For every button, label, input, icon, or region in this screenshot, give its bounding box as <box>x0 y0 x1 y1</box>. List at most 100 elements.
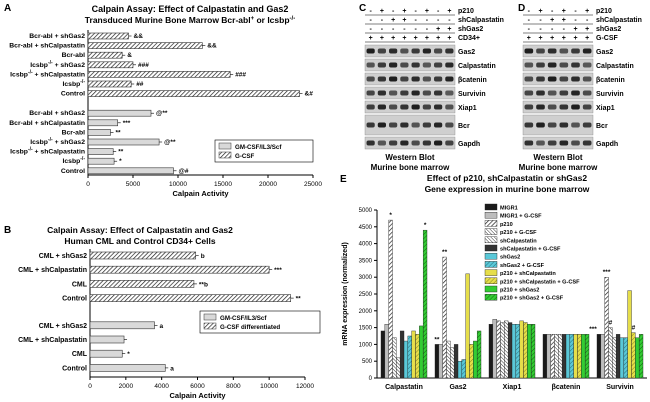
bar <box>496 320 501 379</box>
chart-b-subtitle: Human CML and Control CD34+ Cells <box>64 236 215 246</box>
band-label: βcatenin <box>596 77 625 84</box>
band-label: Gapdh <box>596 141 618 148</box>
category-label: Control <box>62 296 87 303</box>
band-label: Xiap1 <box>458 105 477 112</box>
header-label: p210 <box>458 8 474 15</box>
western-blot-c: C - + - + - + - + p210- - + + - - - - shCalpastatin- - - - -… <box>359 3 504 170</box>
blot-band <box>377 76 386 82</box>
category-label: CML + shCalpastatin <box>18 267 87 274</box>
bar <box>511 324 517 379</box>
header-label: shGas2 <box>596 26 621 33</box>
legend-swatch <box>484 277 498 285</box>
legend-label: shGas2 <box>500 255 520 261</box>
bar <box>89 265 270 274</box>
sign: - <box>437 8 440 15</box>
bar <box>87 32 129 40</box>
sign: + <box>402 17 406 24</box>
blot-band <box>377 62 386 68</box>
bar <box>89 294 291 302</box>
blot-band <box>411 90 420 96</box>
blot-band <box>389 122 398 128</box>
blot-band <box>547 48 557 54</box>
bar <box>89 280 195 288</box>
bar <box>542 334 548 379</box>
legend-swatch <box>484 228 498 235</box>
legend-swatch <box>484 236 498 244</box>
chart-b-title: Calpain Assay: Effect of Calpastatin and… <box>47 225 233 235</box>
header-label: G-CSF <box>596 35 619 42</box>
sign: + <box>402 35 406 42</box>
blot-band <box>536 122 545 128</box>
category-label: Bcr-abl <box>62 129 86 136</box>
sign: + <box>391 35 395 42</box>
blot-band <box>445 122 454 128</box>
blot-strip <box>364 58 456 72</box>
bar <box>403 340 409 379</box>
blot-band <box>547 122 557 128</box>
legend-label: G-CSF differentiated <box>220 324 280 331</box>
sign: - <box>563 26 566 33</box>
blot-band <box>377 90 386 96</box>
blot-band <box>411 62 420 68</box>
sign: - <box>574 17 577 24</box>
bar <box>473 340 478 379</box>
sig-label: @** <box>164 139 176 146</box>
bar <box>419 325 424 379</box>
bar <box>619 337 625 379</box>
legend-swatch <box>484 220 498 227</box>
sign: - <box>426 17 429 24</box>
blot-band <box>536 90 545 96</box>
blot-band <box>445 90 454 96</box>
x-axis-label: Calpain Activity <box>170 391 227 400</box>
legend-label: MIGR1 + G-CSF <box>500 214 542 220</box>
bar <box>87 167 174 175</box>
bar <box>399 330 405 379</box>
blot-band <box>422 140 431 146</box>
sign: + <box>447 8 451 15</box>
blot-band <box>445 76 454 82</box>
chart-a: A Calpain Assay: Effect of Calpastatin a… <box>4 3 322 198</box>
sig-label: ### <box>138 62 149 69</box>
chart-e-title: Effect of p210, shCalpastatin or shGas2 <box>427 173 587 183</box>
blot-band <box>524 122 534 128</box>
category-label: CML <box>72 281 88 288</box>
sign: - <box>414 8 417 15</box>
legend-swatch <box>484 269 498 276</box>
legend-swatch <box>484 244 498 252</box>
sig-label: && <box>207 43 217 50</box>
bar <box>457 360 463 379</box>
category-label: Icsbp-/- <box>63 79 86 88</box>
y-tick-label: 2500 <box>359 292 373 298</box>
bar <box>89 321 155 330</box>
sign: + <box>436 26 440 33</box>
blot-caption: Western Blot <box>385 153 435 162</box>
sign: - <box>369 8 372 15</box>
panel-letter-a: A <box>4 3 11 14</box>
blot-band <box>571 122 580 128</box>
sign: - <box>414 17 417 24</box>
bar <box>89 251 197 260</box>
sign: - <box>369 26 372 33</box>
blot-band <box>582 122 592 128</box>
legend-swatch <box>218 142 232 150</box>
x-tick-label: Survivin <box>606 384 634 391</box>
sign: - <box>586 17 589 24</box>
blot-band <box>547 90 557 96</box>
x-tick-label: 5000 <box>126 181 141 188</box>
bar <box>623 337 628 379</box>
legend-label: shCalpastatin <box>500 238 537 244</box>
bar <box>635 337 640 379</box>
sig-label: * <box>119 158 122 165</box>
chart-b-plot: 0 2000 4000 6000 8000 10000 12000 Calpain Activ… <box>18 249 321 400</box>
blot-band <box>366 76 375 82</box>
bar <box>380 330 386 379</box>
sign: - <box>369 17 372 24</box>
x-tick-label: 10000 <box>260 383 278 390</box>
blot-band <box>434 122 443 128</box>
bar <box>89 349 123 358</box>
blot-band <box>559 104 569 110</box>
legend-label: p210 <box>500 222 513 228</box>
blot-band <box>434 90 443 96</box>
band-label: Gapdh <box>458 141 480 148</box>
sig-label: @# <box>179 168 189 175</box>
